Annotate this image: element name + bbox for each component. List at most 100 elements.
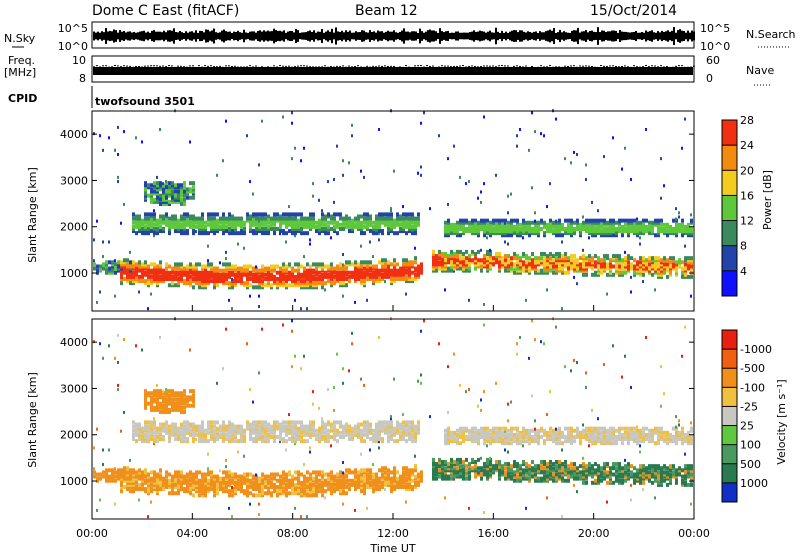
- nsky-bar: [293, 32, 295, 40]
- velocity-cell: [342, 476, 345, 481]
- velocity-cell: [261, 474, 264, 479]
- nsky-bar: [119, 30, 121, 42]
- velocity-cell: [306, 432, 309, 437]
- velocity-cell: [153, 420, 156, 425]
- power-cell: [330, 272, 333, 277]
- freq-spike: [219, 65, 221, 67]
- power-cell: [669, 266, 672, 271]
- velocity-cell: [327, 428, 330, 433]
- velocity-cell: [273, 484, 276, 489]
- velocity-cell: [387, 472, 390, 477]
- velocity-cell: [183, 401, 186, 406]
- power-cell: [567, 262, 570, 267]
- power-cell: [507, 211, 509, 215]
- nsky-bar: [405, 31, 407, 41]
- power-cell: [660, 218, 663, 223]
- velocity-cell: [303, 463, 305, 467]
- velocity-cell: [174, 437, 177, 442]
- nsky-bar: [151, 30, 153, 42]
- power-cell: [189, 189, 192, 194]
- velocity-cell: [402, 437, 405, 442]
- power-cell: [399, 216, 402, 221]
- power-cell: [264, 220, 267, 225]
- velocity-cell: [294, 424, 297, 429]
- power-cell: [636, 268, 639, 273]
- power-cell: [546, 229, 549, 234]
- power-cell: [522, 236, 524, 240]
- power-cell: [243, 264, 246, 269]
- power-cell: [240, 279, 243, 284]
- velocity-cell: [153, 422, 156, 427]
- power-cell: [603, 258, 606, 263]
- power-cell: [570, 262, 573, 267]
- velocity-cell: [360, 487, 363, 492]
- power-cell: [291, 111, 293, 115]
- velocity-cell: [333, 487, 336, 492]
- nave-tick-top: 60: [706, 54, 720, 67]
- power-cell: [594, 222, 597, 227]
- power-cell: [303, 231, 306, 236]
- velocity-cell: [258, 489, 261, 494]
- velocity-cell: [216, 482, 219, 487]
- power-cell: [165, 218, 168, 223]
- power-cell: [447, 229, 450, 234]
- power-cell: [198, 218, 201, 223]
- power-cell: [417, 222, 420, 227]
- velocity-cell: [141, 476, 144, 481]
- nsky-bar: [323, 32, 325, 40]
- nsky-bar: [247, 32, 249, 40]
- power-cell: [450, 268, 453, 273]
- power-cell: [156, 197, 159, 202]
- power-cell: [513, 266, 516, 271]
- velocity-cell: [138, 498, 140, 502]
- velocity-cell: [276, 424, 279, 429]
- velocity-cell: [381, 466, 384, 471]
- nsky-bar: [555, 32, 557, 40]
- power-cell: [162, 199, 165, 204]
- velocity-cell: [243, 454, 245, 458]
- power-cell: [627, 229, 630, 234]
- velocity-cell: [345, 491, 348, 496]
- velocity-cell: [207, 422, 210, 427]
- power-cell: [345, 262, 348, 267]
- velocity-cell: [168, 482, 171, 487]
- power-cell: [327, 226, 330, 231]
- velocity-cell: [321, 484, 324, 489]
- power-cell: [273, 222, 276, 227]
- velocity-cell: [111, 468, 114, 473]
- power-cell: [525, 226, 528, 231]
- power-cell: [192, 276, 195, 281]
- power-cell: [264, 266, 267, 271]
- velocity-cell: [312, 489, 315, 494]
- nsky-bar: [411, 31, 413, 41]
- velocity-cell: [159, 401, 162, 406]
- velocity-cell: [300, 420, 303, 425]
- velocity-cell: [99, 498, 101, 502]
- power-cell: [171, 266, 174, 271]
- power-cell: [411, 279, 414, 284]
- velocity-cell: [201, 439, 204, 444]
- power-cell: [435, 256, 438, 261]
- nsky-bar: [511, 30, 513, 42]
- power-cell: [624, 258, 627, 263]
- velocity-cell: [351, 428, 354, 433]
- velocity-cell: [216, 430, 219, 435]
- power-cell: [258, 294, 260, 298]
- power-cell: [414, 276, 417, 281]
- velocity-cell: [315, 484, 318, 489]
- power-cell: [501, 260, 504, 265]
- power-cell: [534, 211, 536, 215]
- power-cell: [144, 191, 147, 196]
- power-cell: [360, 276, 363, 281]
- velocity-cell: [252, 476, 255, 481]
- power-cell: [252, 229, 255, 234]
- power-cell: [672, 226, 675, 231]
- power-cell: [264, 229, 267, 234]
- power-cell: [186, 264, 189, 269]
- velocity-cell: [369, 422, 372, 427]
- velocity-cell: [279, 484, 282, 489]
- power-cell: [231, 216, 234, 221]
- nsky-bar: [303, 32, 305, 40]
- power-cell: [408, 226, 411, 231]
- velocity-cell: [258, 434, 261, 439]
